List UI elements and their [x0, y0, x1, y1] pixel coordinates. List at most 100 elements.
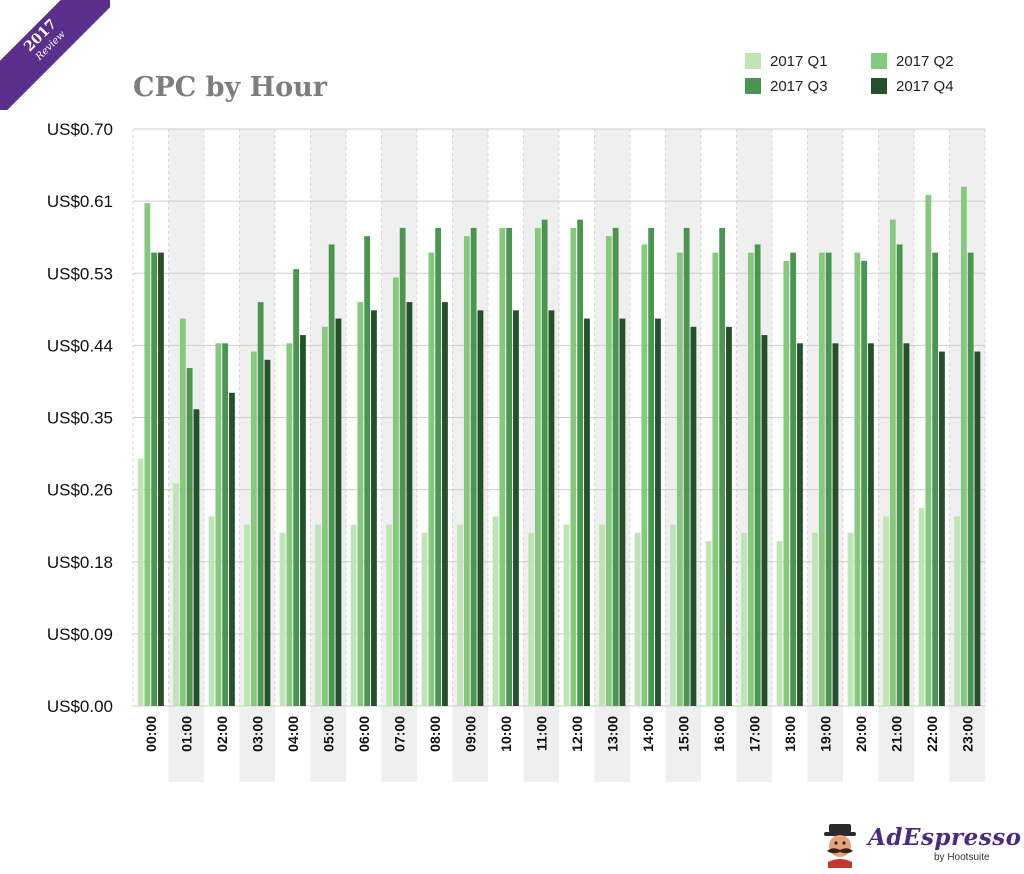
- x-tick-label: 20:00: [853, 716, 869, 752]
- bar-2017-q3-2100: [896, 244, 903, 706]
- bar-2017-q3-1500: [683, 227, 690, 706]
- x-tick-label: 19:00: [817, 716, 833, 752]
- bar-2017-q1-1900: [812, 532, 818, 706]
- bar-2017-q1-0300: [244, 524, 250, 706]
- bar-2017-q4-1800: [797, 343, 803, 706]
- x-tick-label: 01:00: [178, 716, 194, 752]
- bar-2017-q3-1400: [648, 227, 655, 706]
- legend-swatch-q3: [745, 78, 761, 94]
- x-tick-label: 23:00: [959, 716, 975, 752]
- bar-2017-q1-0700: [386, 524, 392, 706]
- bar-2017-q4-0400: [300, 335, 306, 706]
- bar-2017-q4-1200: [584, 318, 590, 706]
- bar-2017-q2-1200: [570, 227, 577, 706]
- bar-2017-q1-1500: [670, 524, 676, 706]
- x-tick-label: 17:00: [746, 716, 762, 752]
- legend-item-q4: 2017 Q4: [871, 75, 954, 97]
- bar-2017-q2-1900: [818, 252, 825, 706]
- x-tick-label: 10:00: [498, 716, 514, 752]
- bar-2017-q3-0200: [222, 343, 229, 706]
- bar-2017-q3-0500: [328, 244, 335, 706]
- x-tick-label: 08:00: [427, 716, 443, 752]
- logo-byline: by Hootsuite: [934, 852, 990, 863]
- mustached-man-icon: [824, 824, 856, 868]
- bar-2017-q4-1700: [761, 335, 768, 706]
- bar-2017-q1-2000: [847, 532, 854, 706]
- y-tick-label: US$0.26: [47, 481, 113, 500]
- bar-2017-q3-0600: [364, 236, 371, 706]
- bar-2017-q4-1000: [513, 310, 519, 706]
- bar-2017-q2-1400: [641, 244, 648, 706]
- bar-2017-q2-1100: [534, 227, 541, 706]
- bar-2017-q4-0100: [193, 409, 200, 706]
- bar-2017-q3-2300: [967, 252, 974, 706]
- bar-2017-q3-0700: [399, 227, 406, 706]
- bar-2017-q4-0500: [335, 318, 342, 706]
- bar-2017-q1-0800: [421, 532, 428, 706]
- bar-2017-q2-0100: [179, 318, 186, 706]
- x-tick-label: 14:00: [640, 716, 656, 752]
- x-tick-label: 05:00: [320, 716, 336, 752]
- legend-label-q3: 2017 Q3: [770, 77, 828, 95]
- bar-2017-q2-1300: [605, 236, 612, 706]
- x-tick-label: 16:00: [711, 716, 727, 752]
- bar-2017-q3-1800: [790, 252, 797, 706]
- x-tick-label: 18:00: [782, 716, 798, 752]
- bar-2017-q2-2100: [889, 219, 896, 706]
- bar-2017-q1-2200: [918, 508, 925, 706]
- x-tick-label: 02:00: [214, 716, 230, 752]
- y-tick-label: US$0.00: [47, 697, 113, 716]
- bar-2017-q3-0100: [186, 368, 193, 706]
- bar-2017-q2-0800: [428, 252, 435, 706]
- logo-name: AdEspresso: [868, 824, 1022, 851]
- x-tick-label: 21:00: [888, 716, 904, 752]
- bar-2017-q4-1300: [619, 318, 626, 706]
- bar-2017-q4-0800: [442, 302, 448, 706]
- bar-2017-q2-0400: [286, 343, 293, 706]
- bar-2017-q2-0500: [321, 326, 328, 706]
- bar-2017-q3-1700: [754, 244, 761, 706]
- x-tick-label: 11:00: [533, 716, 549, 751]
- bar-2017-q2-0700: [392, 277, 399, 706]
- chart-title: CPC by Hour: [133, 72, 328, 103]
- bar-2017-q1-1300: [599, 524, 605, 706]
- bar-2017-q2-1000: [499, 227, 506, 706]
- x-tick-label: 22:00: [924, 716, 940, 752]
- bar-2017-q1-0900: [457, 524, 463, 706]
- y-tick-label: US$0.70: [47, 120, 113, 139]
- bar-2017-q1-0100: [173, 483, 179, 706]
- bar-2017-q4-0200: [229, 392, 235, 706]
- bar-2017-q3-0000: [151, 252, 158, 706]
- legend-label-q4: 2017 Q4: [896, 77, 954, 95]
- bar-2017-q1-0400: [279, 532, 286, 706]
- bar-2017-q1-2300: [954, 516, 960, 706]
- bar-2017-q4-0700: [406, 302, 413, 706]
- bar-2017-q4-0000: [158, 252, 164, 706]
- bar-2017-q1-0600: [350, 524, 357, 706]
- x-tick-label: 15:00: [675, 716, 691, 752]
- bar-2017-q3-1100: [541, 219, 548, 706]
- y-tick-label: US$0.09: [47, 625, 113, 644]
- bar-2017-q3-1300: [612, 227, 619, 706]
- y-tick-label: US$0.44: [47, 336, 113, 355]
- bar-2017-q3-0900: [470, 227, 477, 706]
- y-tick-label: US$0.61: [47, 192, 113, 211]
- y-tick-label: US$0.53: [47, 264, 113, 283]
- adespresso-logo: AdEspresso by Hootsuite: [818, 822, 1021, 870]
- bar-2017-q2-0900: [463, 236, 470, 706]
- bar-2017-q4-2000: [868, 343, 874, 706]
- bar-2017-q3-0800: [435, 227, 442, 706]
- bar-2017-q1-1600: [705, 541, 712, 706]
- bar-2017-q2-0300: [250, 351, 257, 706]
- bar-2017-q1-1800: [776, 541, 783, 706]
- bar-2017-q2-0200: [215, 343, 222, 706]
- x-tick-label: 07:00: [391, 716, 407, 752]
- bar-2017-q1-1400: [634, 532, 641, 706]
- bar-2017-q2-0600: [357, 302, 364, 706]
- bar-2017-q3-0300: [257, 302, 264, 706]
- bar-2017-q4-1900: [832, 343, 839, 706]
- legend-swatch-q2: [871, 53, 887, 69]
- bar-2017-q4-0600: [371, 310, 377, 706]
- bar-2017-q4-0300: [264, 359, 271, 706]
